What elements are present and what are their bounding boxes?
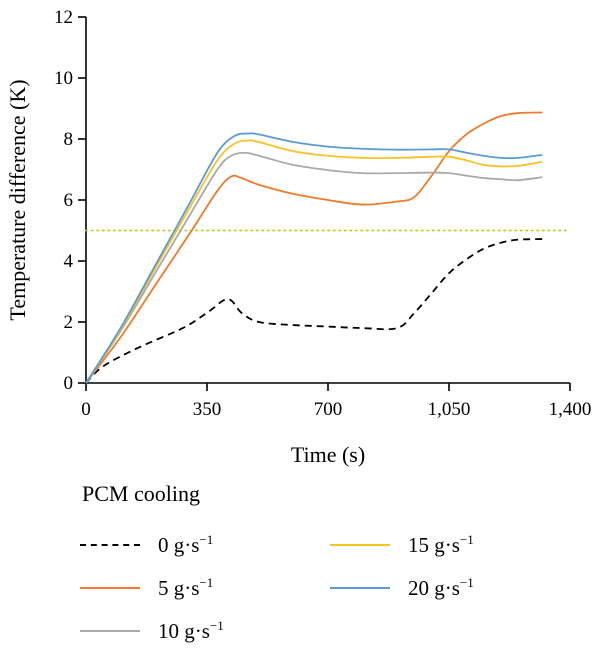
legend: PCM cooling 0 g·s−1 5 g·s−1 10 g·s−1 15 g·s…	[0, 478, 600, 648]
y-tick-label: 2	[64, 312, 74, 333]
legend-item: 15 g·s−1	[330, 530, 474, 560]
x-tick-label: 700	[314, 399, 343, 420]
legend-swatch	[330, 587, 390, 589]
x-tick-label: 350	[193, 399, 222, 420]
legend-label: 15 g·s−1	[408, 532, 474, 557]
legend-swatch	[330, 544, 390, 546]
legend-item: 10 g·s−1	[80, 616, 224, 646]
series-line-5	[85, 111, 543, 384]
legend-label: 20 g·s−1	[408, 575, 474, 600]
x-tick-label: 0	[81, 399, 91, 420]
legend-item: 5 g·s−1	[80, 573, 213, 603]
legend-item: 20 g·s−1	[330, 573, 474, 603]
y-tick-label: 8	[64, 129, 74, 150]
legend-swatch	[80, 630, 140, 632]
x-axis-title: Time (s)	[291, 442, 365, 467]
series-line-0	[85, 238, 543, 384]
chart-plot: 0 2 4 6 8 10 12 0 350 700 1,050 1,400 Time (s) Temper…	[5, 7, 592, 467]
y-tick-label: 12	[54, 7, 73, 28]
legend-item: 0 g·s−1	[80, 530, 213, 560]
x-tick-label: 1,050	[428, 399, 471, 420]
legend-label: 10 g·s−1	[158, 618, 224, 643]
y-tick-label: 0	[64, 373, 74, 394]
legend-label: 0 g·s−1	[158, 532, 214, 557]
x-tick-label: 1,400	[549, 399, 592, 420]
series-line-15	[85, 139, 543, 384]
y-tick-label: 10	[54, 68, 73, 89]
y-axis-title: Temperature difference (K)	[5, 79, 30, 320]
legend-swatch	[80, 544, 140, 546]
legend-swatch	[80, 587, 140, 589]
y-tick-label: 4	[64, 251, 74, 272]
y-tick-label: 6	[64, 190, 74, 211]
series-line-10	[85, 151, 543, 384]
legend-title: PCM cooling	[82, 481, 200, 506]
series-line-20	[85, 132, 543, 384]
legend-label: 5 g·s−1	[158, 575, 214, 600]
